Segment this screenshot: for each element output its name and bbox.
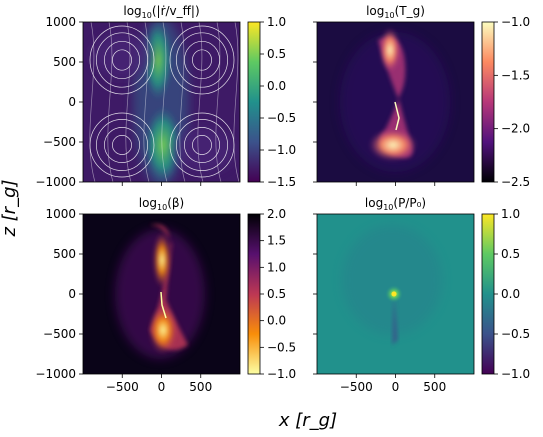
colorbar-tick-label: −2.0	[501, 122, 530, 136]
streamline	[89, 25, 155, 95]
colorbar-vr-gradient	[247, 21, 261, 183]
colorbar-tg-gradient	[481, 21, 495, 183]
colorbar-tick-label: −0.5	[501, 327, 530, 341]
beta-upper-low	[153, 232, 171, 288]
tick-layer: 1000 500 0 −500 −1000 1.0 0.5 0.0 −0.5 −1.0 −1.5 −1…	[35, 15, 530, 394]
y-tick-label: 0	[68, 287, 76, 301]
y-tick-label: 1000	[45, 15, 76, 29]
streamline	[96, 32, 148, 88]
colorbar-beta-gradient	[247, 213, 261, 375]
colorbar-tick-label: 1.5	[267, 234, 286, 248]
title-beta: log10(β)	[139, 196, 185, 212]
streamline	[176, 32, 228, 88]
colorbar-tick-label: 0.0	[501, 287, 520, 301]
x-axis-label: x [r_g]	[278, 410, 337, 431]
y-tick-label: −500	[43, 327, 76, 341]
panel-vr	[82, 21, 241, 183]
y-tick-label: −1000	[35, 175, 76, 189]
tg-lower-hot	[369, 129, 417, 161]
streamline	[89, 22, 96, 182]
colorbar-tick-label: −1.0	[501, 367, 530, 381]
streamline	[197, 22, 204, 182]
vr-lower-plume	[145, 107, 181, 182]
y-tick-label: −1000	[35, 367, 76, 381]
streamline	[96, 119, 148, 171]
streamline	[104, 40, 140, 80]
colorbar-tick-label: −1.5	[267, 175, 296, 189]
colorbar-tg	[481, 21, 495, 183]
colorbar-tick-label: 0.0	[267, 314, 286, 328]
vr-dark-lobe	[92, 33, 152, 77]
streamline	[169, 25, 235, 95]
y-tick-label: 500	[53, 247, 76, 261]
colorbar-tick-label: 0.5	[267, 47, 286, 61]
colorbar-tick-label: 1.0	[267, 260, 286, 274]
streamline	[192, 135, 212, 155]
streamline	[161, 22, 168, 182]
y-tick-label: 1000	[45, 207, 76, 221]
x-tick-label: −500	[340, 380, 373, 394]
colorbar-tick-label: −0.5	[267, 111, 296, 125]
title-vr: log10(|ṙ/v_ff|)	[123, 4, 199, 20]
colorbar-vr	[247, 21, 261, 183]
colorbar-press	[481, 213, 495, 375]
colorbar-tick-label: 0.0	[267, 79, 286, 93]
vr-upper-plume	[144, 22, 172, 100]
colorbar-tick-label: 1.0	[501, 207, 520, 221]
streamline	[143, 22, 150, 182]
streamline	[184, 127, 220, 163]
tg-jet	[394, 101, 400, 131]
colorbar-press-gradient	[481, 213, 495, 375]
title-tg: log10(T_g)	[366, 4, 425, 20]
tg-upper-hot	[380, 28, 400, 72]
x-tick-label: −500	[106, 380, 139, 394]
colorbar-beta	[247, 213, 261, 375]
press-peak	[391, 291, 397, 297]
streamline	[184, 40, 220, 80]
beta-jet	[160, 291, 167, 319]
colorbar-tick-label: −1.0	[267, 143, 296, 157]
colorbar-tick-label: 2.0	[267, 207, 286, 221]
panel-beta	[82, 213, 241, 375]
colorbar-tick-label: −2.5	[501, 175, 530, 189]
press-faint-structure	[342, 225, 442, 335]
streamline	[107, 22, 114, 182]
streamline	[215, 22, 222, 182]
beta-halo	[115, 229, 205, 359]
beta-lower-low	[149, 306, 177, 354]
panel-press	[316, 213, 475, 375]
vr-dark-lobe	[175, 128, 235, 172]
streamline	[112, 49, 132, 71]
y-axis-label: z [r_g]	[0, 179, 20, 237]
x-tick-label: 0	[392, 380, 400, 394]
streamline	[89, 112, 155, 178]
colorbar-tick-label: 1.0	[267, 15, 286, 29]
colorbar-tick-label: 0.5	[501, 247, 520, 261]
streamline	[125, 22, 132, 182]
x-tick-label: 500	[189, 380, 212, 394]
colorbar-tick-label: −1.5	[501, 68, 530, 82]
streamline	[112, 135, 132, 155]
colorbar-tick-label: −0.5	[267, 340, 296, 354]
streamline	[169, 112, 235, 178]
title-press: log10(P/P₀)	[365, 196, 426, 212]
panel-tg	[316, 21, 475, 183]
x-tick-label: 500	[423, 380, 446, 394]
y-tick-label: 500	[53, 55, 76, 69]
colorbar-tick-label: −1.0	[501, 15, 530, 29]
streamline	[176, 119, 228, 171]
streamline	[179, 22, 186, 182]
colorbar-tick-label: −1.0	[267, 367, 296, 381]
y-tick-label: 0	[68, 95, 76, 109]
press-low-streak	[392, 296, 398, 345]
y-tick-label: −500	[43, 135, 76, 149]
streamline	[233, 22, 240, 182]
streamline	[192, 49, 212, 71]
x-tick-label: 0	[158, 380, 166, 394]
streamline	[104, 127, 140, 163]
vr-streamlines	[89, 22, 240, 182]
colorbar-tick-label: 0.5	[267, 287, 286, 301]
